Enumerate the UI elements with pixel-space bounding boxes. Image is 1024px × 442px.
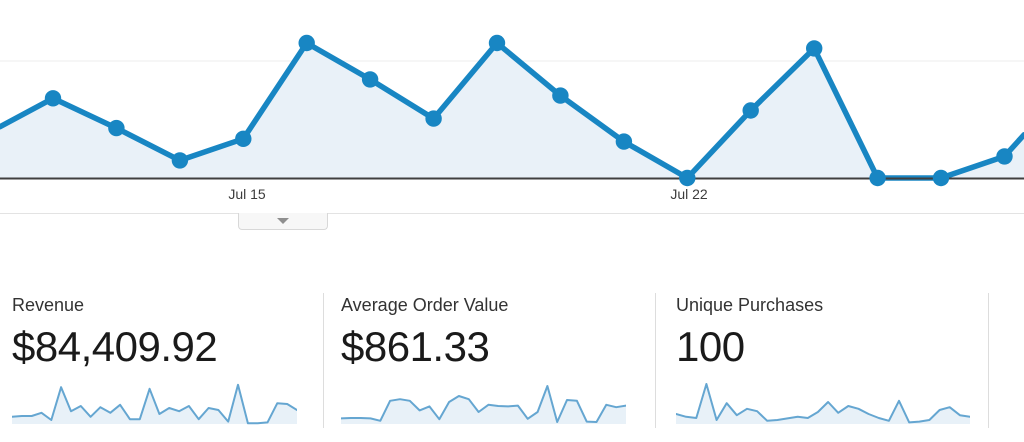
timeline-chart-panel: Jul 15 Jul 22 <box>0 0 1024 231</box>
average-order-value-sparkline-chart <box>341 384 626 424</box>
data-point-marker[interactable] <box>679 169 696 187</box>
data-point-marker[interactable] <box>361 71 379 88</box>
data-point-marker[interactable] <box>44 90 62 107</box>
metric-card-average-order-value[interactable]: Average Order Value $861.33 <box>324 283 655 442</box>
data-point-marker[interactable] <box>425 110 442 127</box>
metric-label: Average Order Value <box>341 295 509 315</box>
revenue-sparkline-chart <box>12 383 297 424</box>
metric-value: 100 <box>676 322 745 370</box>
timeline-area-chart[interactable] <box>0 0 1024 231</box>
empty-space <box>989 283 1024 442</box>
collapse-chart-button[interactable] <box>238 213 328 230</box>
metric-card-unique-purchases[interactable]: Unique Purchases 100 <box>656 283 988 442</box>
area-fill <box>0 43 1024 178</box>
data-point-marker[interactable] <box>615 133 633 150</box>
sparkline-line <box>12 383 297 424</box>
data-point-marker[interactable] <box>171 152 189 169</box>
x-axis-tick-jul-15: Jul 15 <box>228 186 266 202</box>
data-point-marker[interactable] <box>488 34 506 52</box>
metric-value: $861.33 <box>341 322 490 370</box>
metric-cards-row: Revenue $84,409.92 Average Order Value $… <box>0 283 1024 442</box>
data-point-marker[interactable] <box>108 119 125 137</box>
metric-label: Revenue <box>12 295 85 315</box>
metric-card-revenue[interactable]: Revenue $84,409.92 <box>0 283 323 442</box>
sparkline-fill <box>12 384 297 424</box>
data-point-marker[interactable] <box>742 102 759 119</box>
data-point-marker[interactable] <box>552 87 569 104</box>
unique-purchases-sparkline-chart <box>676 382 970 424</box>
metric-value: $84,409.92 <box>12 322 218 370</box>
data-point-marker[interactable] <box>235 130 252 147</box>
sparkline-line <box>341 384 626 423</box>
sparkline-fill <box>676 383 970 424</box>
sparkline-line <box>676 382 970 424</box>
sparkline-fill <box>341 385 626 424</box>
x-axis-tick-jul-22: Jul 22 <box>670 186 708 202</box>
data-point-marker[interactable] <box>869 169 886 187</box>
card-divider <box>323 293 324 428</box>
chevron-down-icon <box>277 218 289 224</box>
metric-label: Unique Purchases <box>676 295 824 315</box>
data-point-marker[interactable] <box>298 34 315 52</box>
card-divider <box>655 293 656 428</box>
data-point-marker[interactable] <box>932 169 950 187</box>
data-point-marker[interactable] <box>806 40 823 57</box>
card-divider <box>988 293 989 428</box>
data-point-marker[interactable] <box>996 148 1013 165</box>
